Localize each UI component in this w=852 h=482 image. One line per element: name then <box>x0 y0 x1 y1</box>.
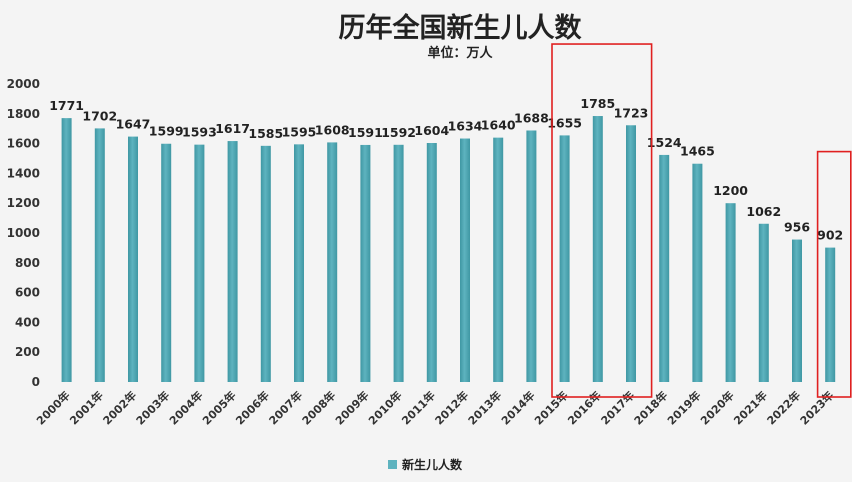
y-tick-label: 800 <box>15 256 40 270</box>
chart-subtitle: 单位：万人 <box>427 45 493 61</box>
bar <box>460 138 470 382</box>
x-tick-label: 2014年 <box>498 388 537 427</box>
x-tick-label: 2012年 <box>432 388 471 427</box>
bar <box>692 163 703 382</box>
x-axis: 2000年2001年2002年2003年2004年2005年2006年2007年… <box>33 388 836 427</box>
data-label: 1785 <box>580 96 615 111</box>
data-label: 1617 <box>215 121 250 136</box>
x-tick-label: 2016年 <box>565 388 604 427</box>
data-label: 1585 <box>248 126 283 141</box>
x-tick-label: 2002年 <box>100 388 139 427</box>
data-label: 1688 <box>514 110 549 125</box>
y-tick-label: 2000 <box>7 77 40 91</box>
x-tick-label: 2008年 <box>299 388 338 427</box>
x-tick-label: 2006年 <box>233 388 272 427</box>
bar <box>360 144 371 382</box>
bar <box>61 118 72 382</box>
data-label: 1062 <box>746 204 781 219</box>
bar <box>559 135 570 382</box>
data-label: 1655 <box>547 115 582 130</box>
x-tick-label: 2003年 <box>133 388 172 427</box>
x-tick-label: 2021年 <box>731 388 770 427</box>
data-label: 902 <box>817 228 843 243</box>
y-axis: 0 200 400 600 800 1000 1200 1400 1600 1800 2000 <box>7 77 40 389</box>
legend: 新生儿人数 <box>388 457 463 472</box>
bar <box>825 247 836 382</box>
x-tick-label: 2020年 <box>697 388 736 427</box>
x-tick-label: 2023年 <box>797 388 836 427</box>
data-label: 1593 <box>182 125 217 140</box>
legend-swatch <box>388 460 397 469</box>
x-tick-label: 2019年 <box>664 388 703 427</box>
highlight-box <box>816 150 852 398</box>
y-tick-label: 1600 <box>7 137 40 151</box>
bar <box>626 125 636 382</box>
x-tick-label: 2004年 <box>166 388 205 427</box>
x-tick-label: 2022年 <box>764 388 803 427</box>
bar <box>260 145 271 382</box>
y-tick-label: 400 <box>15 315 40 329</box>
bar <box>128 136 138 382</box>
x-tick-label: 2017年 <box>598 388 637 427</box>
data-label: 1465 <box>680 144 715 159</box>
data-label: 1771 <box>49 98 84 113</box>
bar <box>725 203 736 382</box>
x-tick-label: 2010年 <box>365 388 404 427</box>
bar <box>758 223 769 382</box>
legend-label: 新生儿人数 <box>402 457 463 472</box>
data-label: 1702 <box>82 108 117 123</box>
bar <box>393 144 404 382</box>
data-label: 1591 <box>348 125 383 140</box>
bar <box>792 239 802 382</box>
y-tick-label: 1200 <box>7 196 40 210</box>
data-label: 1608 <box>315 122 350 137</box>
data-label: 1200 <box>713 183 748 198</box>
highlight-box <box>551 43 653 398</box>
data-label: 1647 <box>116 117 151 132</box>
data-label: 1595 <box>282 124 317 139</box>
y-tick-label: 1800 <box>7 107 40 121</box>
highlight-boxes <box>551 43 852 398</box>
x-tick-label: 2013年 <box>465 388 504 427</box>
x-tick-label: 2015年 <box>531 388 570 427</box>
x-tick-label: 2009年 <box>332 388 371 427</box>
x-tick-label: 2001年 <box>67 388 106 427</box>
data-label: 1723 <box>614 105 649 120</box>
bar <box>94 128 105 382</box>
bar <box>327 142 338 382</box>
x-tick-label: 2000年 <box>33 388 72 427</box>
data-label: 1524 <box>647 135 682 150</box>
data-label: 1592 <box>381 125 416 140</box>
x-tick-label: 2011年 <box>399 388 438 427</box>
x-tick-label: 2005年 <box>199 388 238 427</box>
bar <box>161 143 172 382</box>
y-tick-label: 0 <box>32 375 40 389</box>
bar <box>526 130 537 382</box>
bar <box>659 154 670 382</box>
data-label: 1604 <box>414 123 449 138</box>
y-tick-label: 1400 <box>7 166 40 180</box>
bar <box>493 137 504 382</box>
bar <box>194 144 205 382</box>
data-label: 956 <box>784 220 810 235</box>
bar <box>426 143 437 382</box>
data-label: 1599 <box>149 124 184 139</box>
bar <box>294 144 304 382</box>
data-label: 1640 <box>481 118 516 133</box>
bar <box>227 141 238 382</box>
bar <box>592 116 603 382</box>
chart-title: 历年全国新生儿人数 <box>339 12 583 44</box>
x-tick-label: 2007年 <box>266 388 305 427</box>
data-labels: 1771170216471599159316171585159516081591… <box>49 96 843 243</box>
y-tick-label: 200 <box>15 345 40 359</box>
data-label: 1634 <box>448 119 483 134</box>
bars <box>61 116 836 382</box>
y-tick-label: 1000 <box>7 226 40 240</box>
x-tick-label: 2018年 <box>631 388 670 427</box>
y-tick-label: 600 <box>15 286 40 300</box>
